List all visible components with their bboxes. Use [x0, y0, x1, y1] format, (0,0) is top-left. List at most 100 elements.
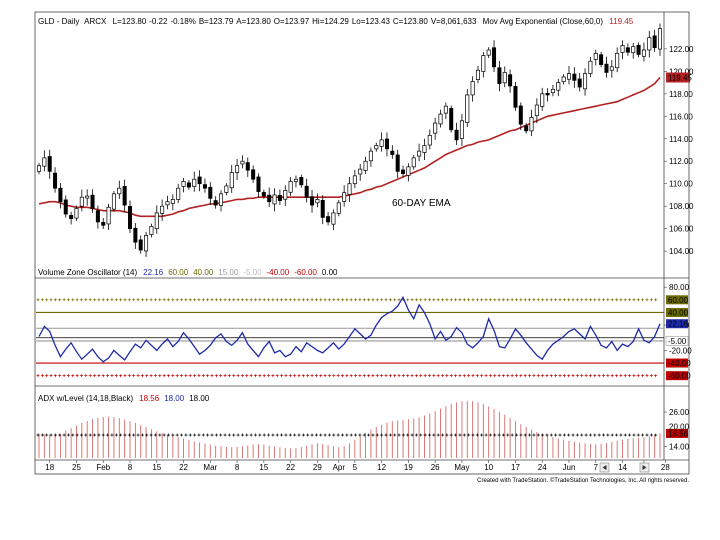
level-marker: [532, 298, 536, 302]
level-marker: [641, 298, 645, 302]
level-marker: [84, 374, 88, 378]
level-marker: [567, 374, 571, 378]
level-marker: [623, 298, 627, 302]
level-marker: [36, 298, 40, 302]
candle: [186, 180, 191, 190]
level-marker: [197, 298, 201, 302]
level-marker: [219, 298, 223, 302]
candle: [181, 177, 186, 193]
candle-body: [470, 81, 475, 96]
adx-level-marker: [293, 433, 297, 437]
vzo-header-value-7: 0.00: [322, 268, 338, 277]
level-marker: [593, 374, 597, 378]
candle: [454, 122, 459, 146]
candle-body: [411, 157, 416, 168]
candle-body: [154, 212, 159, 230]
level-marker: [254, 298, 257, 302]
level-marker: [271, 374, 275, 378]
level-marker: [53, 298, 57, 302]
adx-header-value-0: 18.56: [139, 394, 160, 403]
candle-body: [417, 150, 422, 157]
candle-body: [293, 178, 298, 182]
candle-body: [475, 69, 480, 80]
candle: [352, 169, 357, 189]
adx-level-marker: [201, 433, 205, 437]
level-marker: [110, 374, 114, 378]
adx-level-marker: [436, 433, 440, 437]
candle-body: [229, 172, 234, 189]
candle-body: [197, 176, 202, 185]
candle-body: [566, 73, 572, 80]
level-marker: [40, 298, 44, 302]
candle-body: [320, 199, 325, 218]
level-marker: [510, 374, 514, 378]
vzo-level-lines: [36, 298, 664, 378]
level-marker: [336, 298, 340, 302]
candle-body: [310, 196, 315, 206]
adx-level-marker: [367, 433, 371, 437]
vzo-header-value-0: 22.16: [143, 268, 164, 277]
level-marker: [58, 374, 62, 378]
candle-body: [138, 239, 143, 251]
x-tick-label: 12: [377, 463, 386, 472]
level-marker: [62, 298, 66, 302]
level-marker: [297, 298, 301, 302]
candle: [63, 195, 68, 218]
candle-body: [395, 154, 400, 172]
candle-body: [550, 88, 555, 94]
adx-level-marker: [575, 433, 579, 437]
candle-body: [202, 184, 207, 189]
level-marker: [197, 374, 201, 378]
level-marker: [158, 374, 162, 378]
level-marker: [132, 374, 136, 378]
candle-body: [256, 176, 261, 192]
level-marker: [449, 374, 453, 378]
adx-level-marker: [419, 433, 423, 437]
level-marker: [97, 298, 101, 302]
level-marker: [571, 298, 575, 302]
candle: [144, 231, 149, 257]
level-marker: [232, 374, 236, 378]
adx-level-marker: [232, 433, 236, 437]
level-marker: [401, 374, 405, 378]
vzo-header-value-3: 15.00: [218, 268, 239, 277]
candle: [459, 114, 464, 147]
candle: [529, 109, 534, 137]
adx-ytick-label: 14.00: [669, 443, 690, 452]
level-marker: [180, 298, 184, 302]
level-marker: [332, 298, 336, 302]
level-marker: [432, 374, 436, 378]
candle-body: [604, 63, 609, 73]
adx-level-marker: [536, 433, 540, 437]
candle: [647, 30, 652, 58]
level-marker: [171, 298, 175, 302]
level-marker: [597, 374, 601, 378]
candle-body: [261, 192, 266, 197]
candle-body: [69, 215, 74, 219]
candle-body: [127, 206, 133, 230]
candle-body: [111, 193, 116, 210]
candle: [320, 195, 325, 225]
candle: [58, 183, 63, 209]
header-ema-label: Mov Avg Exponential (Close,60,0): [483, 17, 604, 26]
level-marker: [349, 298, 353, 302]
level-marker: [275, 298, 279, 302]
candle: [518, 102, 523, 131]
level-marker: [567, 298, 571, 302]
scroll-control[interactable]: [599, 462, 650, 473]
candle-body: [657, 28, 663, 50]
adx-level-marker: [97, 433, 101, 437]
candle-body: [401, 169, 406, 174]
adx-level-marker: [197, 433, 201, 437]
level-marker: [136, 374, 140, 378]
candle: [577, 73, 582, 92]
level-marker: [162, 374, 166, 378]
candle-body: [561, 76, 566, 83]
vzo-header-label: Volume Zone Oscillator (14): [38, 268, 137, 277]
adx-level-marker: [558, 433, 562, 437]
level-marker: [245, 298, 249, 302]
adx-level-marker: [567, 433, 571, 437]
level-marker: [175, 298, 179, 302]
candle: [470, 76, 475, 102]
level-marker: [632, 374, 636, 378]
